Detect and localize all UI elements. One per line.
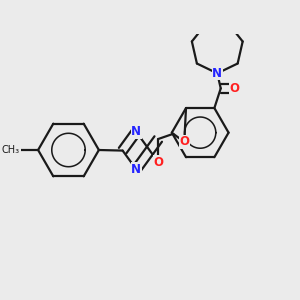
- Text: CH₃: CH₃: [1, 145, 19, 155]
- Text: O: O: [179, 135, 189, 148]
- Text: O: O: [230, 82, 240, 95]
- Text: O: O: [153, 156, 163, 169]
- Text: N: N: [212, 67, 222, 80]
- Text: N: N: [131, 125, 141, 138]
- Text: N: N: [131, 163, 141, 176]
